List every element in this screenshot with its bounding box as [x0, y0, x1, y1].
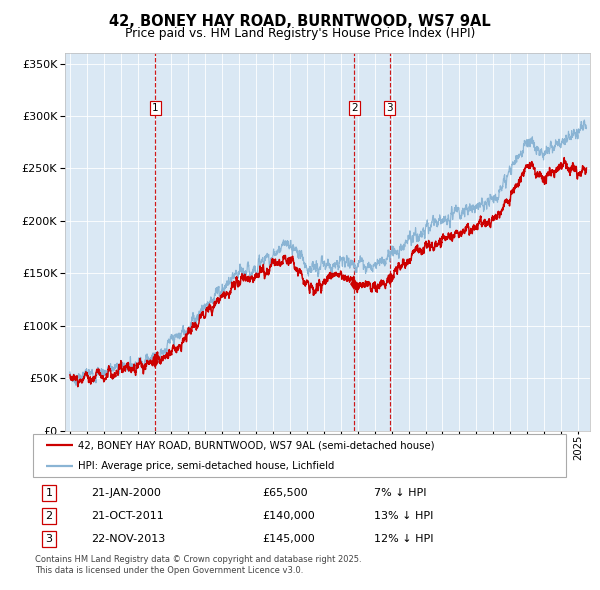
Text: 12% ↓ HPI: 12% ↓ HPI — [374, 534, 433, 544]
Text: HPI: Average price, semi-detached house, Lichfield: HPI: Average price, semi-detached house,… — [78, 461, 335, 471]
Text: 3: 3 — [386, 103, 393, 113]
Text: £140,000: £140,000 — [262, 511, 315, 520]
Text: 42, BONEY HAY ROAD, BURNTWOOD, WS7 9AL (semi-detached house): 42, BONEY HAY ROAD, BURNTWOOD, WS7 9AL (… — [78, 440, 435, 450]
Text: 7% ↓ HPI: 7% ↓ HPI — [374, 487, 427, 497]
Text: 2: 2 — [351, 103, 358, 113]
Text: 3: 3 — [46, 534, 52, 544]
Text: £65,500: £65,500 — [262, 487, 308, 497]
Text: Price paid vs. HM Land Registry's House Price Index (HPI): Price paid vs. HM Land Registry's House … — [125, 27, 475, 40]
Text: 42, BONEY HAY ROAD, BURNTWOOD, WS7 9AL: 42, BONEY HAY ROAD, BURNTWOOD, WS7 9AL — [109, 14, 491, 29]
Text: 22-NOV-2013: 22-NOV-2013 — [92, 534, 166, 544]
Text: 13% ↓ HPI: 13% ↓ HPI — [374, 511, 433, 520]
Text: 21-OCT-2011: 21-OCT-2011 — [92, 511, 164, 520]
FancyBboxPatch shape — [33, 434, 566, 477]
Text: 1: 1 — [46, 487, 52, 497]
Text: This data is licensed under the Open Government Licence v3.0.: This data is licensed under the Open Gov… — [35, 566, 303, 575]
Text: 2: 2 — [46, 511, 53, 520]
Text: Contains HM Land Registry data © Crown copyright and database right 2025.: Contains HM Land Registry data © Crown c… — [35, 555, 361, 563]
Text: 1: 1 — [152, 103, 159, 113]
Text: £145,000: £145,000 — [262, 534, 315, 544]
Text: 21-JAN-2000: 21-JAN-2000 — [92, 487, 161, 497]
